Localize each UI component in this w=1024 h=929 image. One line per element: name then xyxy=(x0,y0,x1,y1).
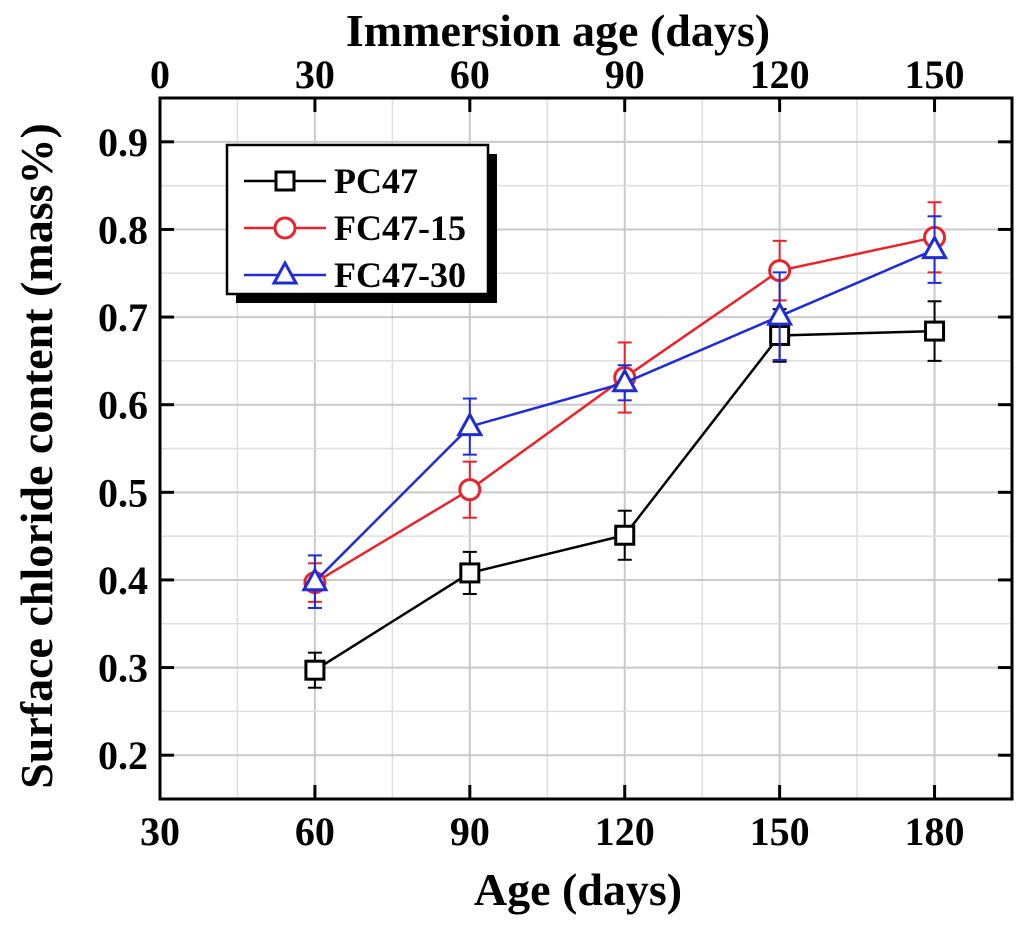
tick-layer: 30 60 90 120 150 180 0 30 60 90 120 150 0.2 0.3 0.4 0.5… xyxy=(98,52,1012,854)
y-tick-label: 0.9 xyxy=(98,120,148,165)
series-fc47-30 xyxy=(301,215,949,609)
data-point xyxy=(456,411,484,437)
y-tick-label: 0.7 xyxy=(98,295,148,340)
series-layer xyxy=(301,201,949,689)
legend-label: FC47-30 xyxy=(334,255,466,295)
y-tick-label: 0.6 xyxy=(98,383,148,428)
bottom-axis-title: Age (days) xyxy=(474,864,682,915)
x-tick-label: 30 xyxy=(140,809,180,854)
data-point xyxy=(921,234,949,260)
data-point xyxy=(301,566,329,592)
legend-label: PC47 xyxy=(334,161,418,201)
y-tick-label: 0.3 xyxy=(98,646,148,691)
y-tick-label: 0.5 xyxy=(98,470,148,515)
x-tick-label: 90 xyxy=(450,809,490,854)
legend-marker xyxy=(271,259,299,285)
data-point xyxy=(458,478,482,502)
top-axis-title: Immersion age (days) xyxy=(346,5,770,56)
data-point xyxy=(924,320,946,342)
x2-tick-label: 30 xyxy=(295,52,335,97)
y-tick-label: 0.2 xyxy=(98,733,148,778)
x2-tick-label: 0 xyxy=(150,52,170,97)
plot-frame xyxy=(158,96,1014,801)
legend-label: FC47-15 xyxy=(334,208,466,248)
x2-tick-label: 90 xyxy=(605,52,645,97)
x2-tick-label: 120 xyxy=(750,52,810,97)
data-point xyxy=(459,562,481,584)
x-tick-label: 60 xyxy=(295,809,335,854)
legend-box xyxy=(225,143,490,296)
legend-marker xyxy=(274,170,296,192)
x-tick-label: 180 xyxy=(905,809,965,854)
x2-tick-label: 150 xyxy=(905,52,965,97)
x-tick-label: 120 xyxy=(595,809,655,854)
data-point xyxy=(611,367,639,393)
x2-tick-label: 60 xyxy=(450,52,490,97)
data-point xyxy=(766,301,794,326)
data-point xyxy=(614,524,636,546)
legend-marker xyxy=(273,216,297,240)
grid-layer xyxy=(160,98,1012,799)
y-tick-label: 0.4 xyxy=(98,558,148,603)
data-point xyxy=(304,659,326,681)
y-tick-label: 0.8 xyxy=(98,207,148,252)
y-axis-title: Surface chloride content (mass%) xyxy=(11,123,62,789)
legend: PC47 FC47-15 FC47-30 xyxy=(225,143,497,303)
x-tick-label: 150 xyxy=(750,809,810,854)
